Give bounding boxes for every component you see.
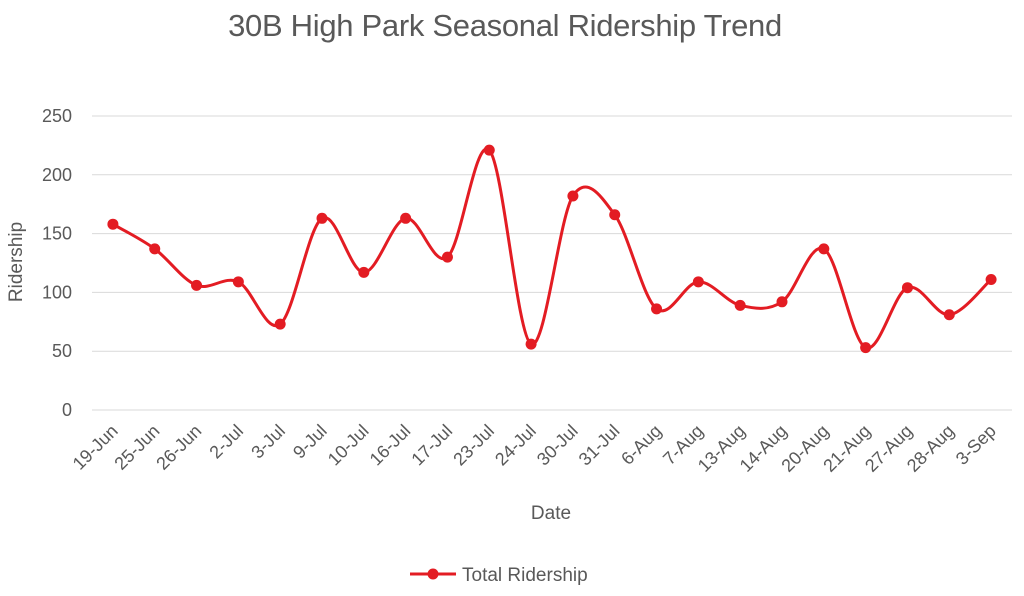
legend-dot-marker xyxy=(427,568,439,580)
legend-label: Total Ridership xyxy=(462,565,588,586)
data-point-25-Jun xyxy=(149,243,161,255)
data-point-2-Jul xyxy=(232,276,244,288)
data-point-9-Jul xyxy=(316,212,328,224)
x-tick-label: 25-Jun xyxy=(110,421,163,474)
gridlines xyxy=(92,115,1012,411)
x-tick-label: 28-Aug xyxy=(903,421,958,476)
y-axis-title: Ridership xyxy=(6,222,27,302)
data-point-10-Jul xyxy=(358,266,370,278)
y-tick-label: 250 xyxy=(42,106,72,126)
x-tick-label: 26-Jun xyxy=(152,421,205,474)
x-tick-label: 31-Jul xyxy=(575,421,624,470)
data-point-27-Aug xyxy=(901,282,913,294)
x-tick-label: 3-Jul xyxy=(247,421,289,463)
y-tick-labels: 0 50 100 150 200 250 xyxy=(42,106,72,420)
data-point-31-Jul xyxy=(609,209,621,221)
data-point-16-Jul xyxy=(400,212,412,224)
data-point-28-Aug xyxy=(943,309,955,321)
data-point-6-Aug xyxy=(651,303,663,315)
data-point-3-Sep xyxy=(985,273,997,285)
x-tick-label: 19-Jun xyxy=(69,421,122,474)
data-point-3-Jul xyxy=(274,318,286,330)
x-tick-label: 2-Jul xyxy=(205,421,247,463)
data-point-30-Jul xyxy=(567,190,579,202)
data-point-14-Aug xyxy=(776,296,788,308)
y-tick-label: 0 xyxy=(62,400,72,420)
x-tick-label: 30-Jul xyxy=(533,421,582,470)
data-point-23-Jul xyxy=(483,144,495,156)
series-line-total-ridership xyxy=(112,147,993,350)
x-tick-label: 10-Jul xyxy=(324,421,373,470)
data-point-21-Aug xyxy=(860,342,872,354)
data-point-20-Aug xyxy=(818,243,830,255)
x-tick-label: 3-Sep xyxy=(952,421,1000,469)
x-tick-label: 16-Jul xyxy=(366,421,415,470)
data-point-26-Jun xyxy=(191,279,203,291)
y-tick-label: 50 xyxy=(52,341,72,361)
y-tick-label: 200 xyxy=(42,165,72,185)
x-axis-title: Date xyxy=(531,503,571,524)
chart-title: 30B High Park Seasonal Ridership Trend xyxy=(228,8,782,43)
data-point-24-Jul xyxy=(525,338,537,350)
y-tick-label: 100 xyxy=(42,282,72,302)
series-points xyxy=(107,144,997,354)
y-tick-label: 150 xyxy=(42,224,72,244)
x-tick-label: 23-Jul xyxy=(449,421,498,470)
x-tick-label: 17-Jul xyxy=(407,421,456,470)
data-point-7-Aug xyxy=(692,276,704,288)
data-point-17-Jul xyxy=(441,251,453,263)
x-tick-label: 24-Jul xyxy=(491,421,540,470)
legend: Total Ridership xyxy=(410,565,588,586)
data-point-13-Aug xyxy=(734,299,746,311)
data-point-19-Jun xyxy=(107,218,119,230)
x-tick-label: 6-Aug xyxy=(617,421,665,469)
